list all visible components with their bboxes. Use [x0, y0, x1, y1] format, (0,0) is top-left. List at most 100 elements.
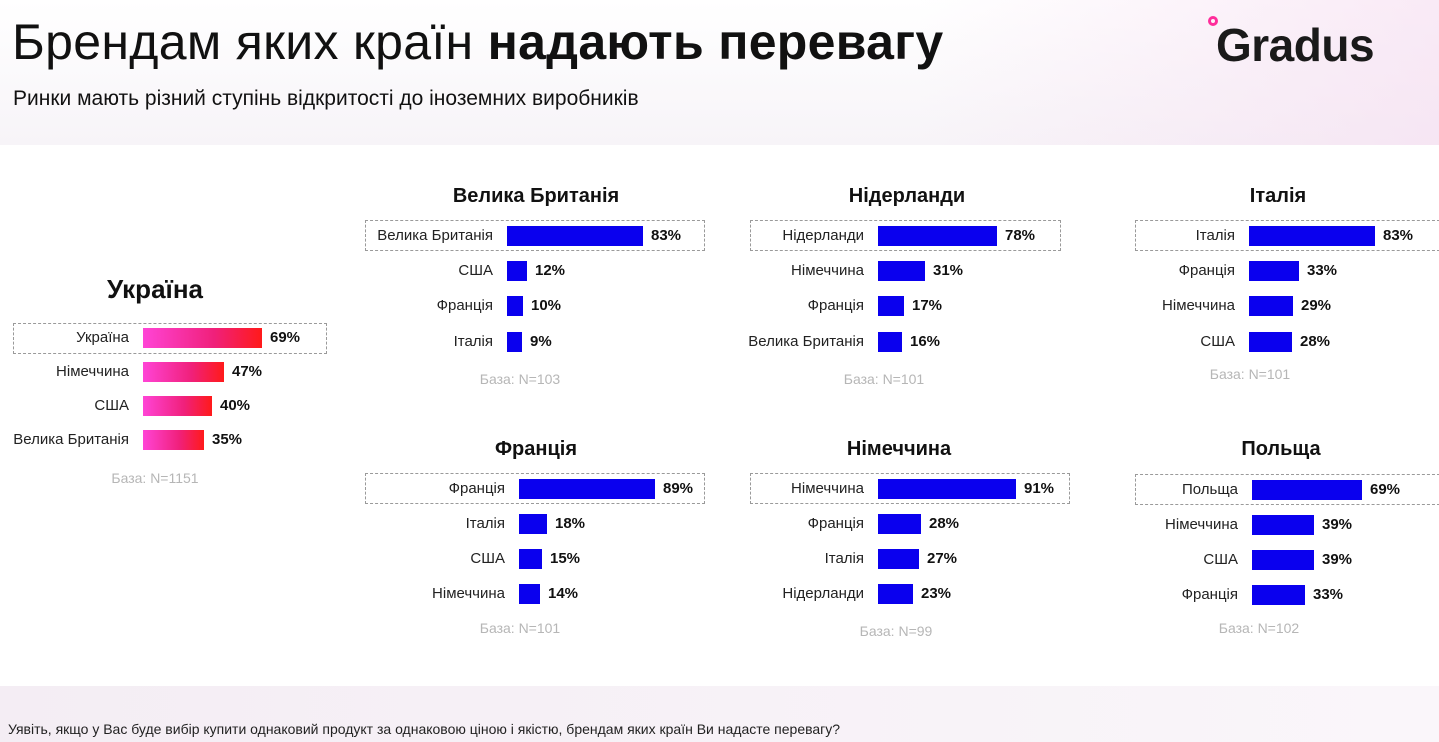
chart-title: Нідерланди	[848, 185, 966, 207]
logo-text: Gradus	[1208, 16, 1375, 70]
bar	[519, 584, 540, 604]
category-label: Велика Британія	[748, 333, 864, 350]
bar	[1252, 480, 1362, 500]
chart-title: Німеччина	[846, 438, 952, 460]
bar	[507, 296, 523, 316]
logo-ring-icon	[1208, 16, 1218, 26]
data-label: 39%	[1322, 516, 1353, 533]
category-label: Україна	[76, 329, 129, 346]
highlight-box	[365, 220, 705, 251]
base-note: База: N=102	[1218, 620, 1300, 636]
chart-title: Італія	[1249, 185, 1307, 207]
category-label: Нідерланди	[782, 227, 864, 244]
survey-question: Уявіть, якщо у Вас буде вибір купити одн…	[8, 721, 841, 737]
category-label: Франція	[1181, 586, 1238, 603]
header-background	[0, 0, 1439, 145]
data-label: 40%	[220, 397, 251, 414]
data-label: 12%	[535, 262, 566, 279]
data-label: 14%	[548, 585, 579, 602]
category-label: Німеччина	[1162, 297, 1235, 314]
data-label: 39%	[1322, 551, 1353, 568]
bar	[878, 514, 921, 534]
category-label: США	[470, 550, 505, 567]
bar	[878, 549, 919, 569]
data-label: 23%	[921, 585, 952, 602]
category-label: Франція	[448, 480, 505, 497]
base-note: База: N=101	[1209, 366, 1291, 382]
category-label: Італія	[465, 515, 505, 532]
data-label: 28%	[1300, 333, 1331, 350]
data-label: 17%	[912, 297, 943, 314]
data-label: 27%	[927, 550, 958, 567]
page-title-regular: Брендам яких країн	[12, 14, 474, 70]
bar	[507, 226, 643, 246]
category-label: Італія	[1195, 227, 1235, 244]
bar	[1252, 585, 1305, 605]
chart-title: Польща	[1241, 438, 1321, 460]
bar	[1249, 296, 1293, 316]
category-label: Франція	[807, 515, 864, 532]
bar	[1249, 261, 1299, 281]
category-label: Франція	[436, 297, 493, 314]
bar	[507, 261, 527, 281]
data-label: 29%	[1301, 297, 1332, 314]
base-note: База: N=101	[843, 371, 925, 387]
data-label: 69%	[270, 329, 301, 346]
bar	[878, 226, 997, 246]
highlight-box	[13, 323, 327, 354]
page-subtitle: Ринки мають різний ступінь відкритості д…	[13, 87, 639, 110]
chart-title: Україна	[106, 274, 203, 304]
category-label: Велика Британія	[377, 227, 493, 244]
category-label: США	[94, 397, 129, 414]
category-label: Німеччина	[56, 363, 129, 380]
data-label: 47%	[232, 363, 263, 380]
page-title: Брендам яких країн надають перевагу	[12, 12, 943, 72]
data-label: 31%	[933, 262, 964, 279]
bar	[1252, 550, 1314, 570]
bar	[1249, 226, 1375, 246]
data-label: 89%	[663, 480, 694, 497]
highlight-box	[1135, 474, 1439, 505]
data-label: 9%	[530, 333, 552, 350]
bar	[1249, 332, 1292, 352]
bar	[878, 479, 1016, 499]
bar	[143, 396, 212, 416]
category-label: Німеччина	[791, 480, 864, 497]
page-title-bold: надають перевагу	[487, 14, 944, 70]
category-label: Франція	[1178, 262, 1235, 279]
data-label: 78%	[1005, 227, 1036, 244]
bar	[519, 549, 542, 569]
footer-background	[0, 686, 1439, 742]
category-label: США	[458, 262, 493, 279]
category-label: Велика Британія	[13, 431, 129, 448]
gradus-logo: Gradus	[1208, 16, 1414, 76]
bar	[143, 328, 262, 348]
category-label: Польща	[1181, 481, 1238, 498]
category-label: Німеччина	[1165, 516, 1238, 533]
data-label: 33%	[1313, 586, 1344, 603]
highlight-box	[365, 473, 705, 504]
data-label: 33%	[1307, 262, 1338, 279]
category-label: Німеччина	[432, 585, 505, 602]
data-label: 91%	[1024, 480, 1055, 497]
bar	[519, 479, 655, 499]
base-note: База: N=101	[479, 620, 561, 636]
category-label: США	[1203, 551, 1238, 568]
data-label: 83%	[1383, 227, 1414, 244]
category-label: Франція	[807, 297, 864, 314]
data-label: 10%	[531, 297, 562, 314]
bar	[519, 514, 547, 534]
base-note: База: N=1151	[111, 470, 199, 486]
data-label: 15%	[550, 550, 581, 567]
base-note: База: N=99	[859, 623, 933, 639]
category-label: Німеччина	[791, 262, 864, 279]
category-label: США	[1200, 333, 1235, 350]
chart-title: Франція	[494, 438, 577, 460]
data-label: 83%	[651, 227, 682, 244]
data-label: 35%	[212, 431, 243, 448]
data-label: 18%	[555, 515, 586, 532]
bar	[878, 261, 925, 281]
highlight-box	[750, 220, 1061, 251]
highlight-box	[1135, 220, 1439, 251]
bar	[1252, 515, 1314, 535]
